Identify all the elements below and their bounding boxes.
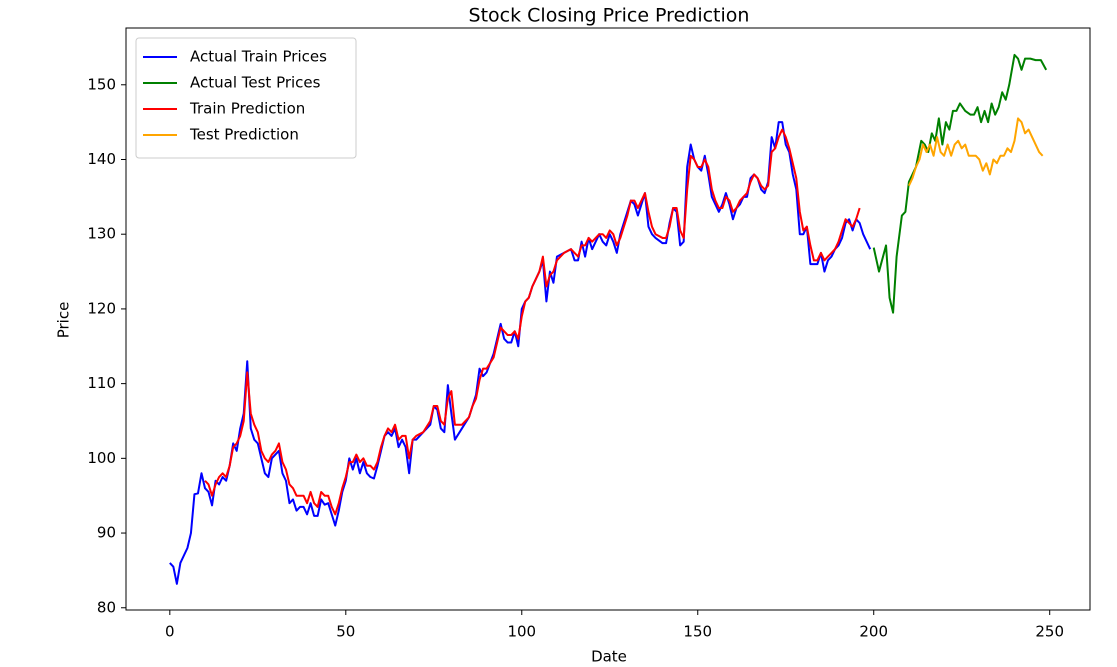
axes-frame xyxy=(125,27,1091,611)
legend-label: Actual Train Prices xyxy=(190,48,327,66)
x-tick-label: 100 xyxy=(507,623,536,641)
y-tick-label: 90 xyxy=(97,524,116,542)
y-tick-label: 150 xyxy=(87,75,116,93)
y-axis-label: Price xyxy=(55,302,73,339)
series-line xyxy=(204,128,861,516)
series-line xyxy=(169,121,872,585)
x-tick-label: 200 xyxy=(859,623,888,641)
plot-area xyxy=(169,53,1048,585)
x-tick-label: 0 xyxy=(165,623,175,641)
y-tick-label: 140 xyxy=(87,150,116,168)
x-axis-label: Date xyxy=(591,648,627,666)
legend-label: Actual Test Prices xyxy=(190,74,321,92)
chart-title: Stock Closing Price Prediction xyxy=(469,5,750,27)
y-tick-label: 130 xyxy=(87,225,116,243)
y-tick-label: 80 xyxy=(97,598,116,616)
legend-label: Test Prediction xyxy=(189,126,299,144)
x-tick-label: 150 xyxy=(683,623,712,641)
y-tick-label: 120 xyxy=(87,299,116,317)
x-tick-label: 250 xyxy=(1035,623,1064,641)
y-tick-label: 110 xyxy=(87,374,116,392)
legend-label: Train Prediction xyxy=(189,100,305,118)
y-tick-label: 100 xyxy=(87,449,116,467)
series-line xyxy=(872,53,1048,314)
series-line xyxy=(908,117,1044,187)
legend-box xyxy=(135,37,357,159)
x-tick-label: 50 xyxy=(336,623,355,641)
